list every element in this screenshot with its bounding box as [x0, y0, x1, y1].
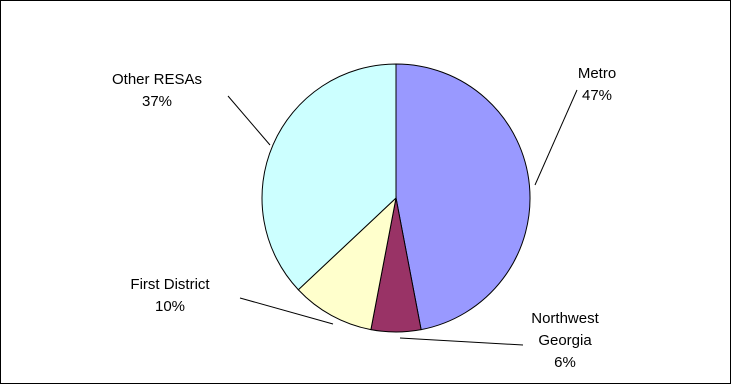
value-label-northwest-georgia: 6% — [554, 354, 576, 371]
slice-labels: Metro 47% Northwest Georgia 6% First District… — [112, 65, 616, 371]
value-label-metro: 47% — [582, 87, 612, 104]
leader-line-first-district — [239, 297, 334, 325]
category-label-northwest-georgia: Georgia — [538, 332, 592, 349]
leader-line-northwest-georgia — [399, 337, 524, 346]
value-label-other-resas: 37% — [142, 93, 172, 110]
leader-lines — [227, 89, 578, 346]
slice-other-resas — [261, 63, 397, 291]
category-label-metro: Metro — [578, 65, 616, 82]
category-label-other-resas: Other RESAs — [112, 71, 202, 88]
label-metro: Metro 47% — [578, 65, 616, 104]
value-label-first-district: 10% — [155, 298, 185, 315]
label-northwest-georgia: Northwest Georgia 6% — [531, 310, 599, 371]
category-label-first-district: First District — [130, 276, 210, 293]
slice-first-district — [297, 196, 397, 331]
label-other-resas: Other RESAs 37% — [112, 71, 202, 110]
label-first-district: First District 10% — [130, 276, 210, 315]
leader-line-other-resas — [227, 95, 271, 146]
pie-slices — [261, 63, 531, 333]
leader-line-metro — [534, 89, 578, 186]
category-label-northwest-georgia: Northwest — [531, 310, 599, 327]
slice-metro — [395, 63, 531, 331]
